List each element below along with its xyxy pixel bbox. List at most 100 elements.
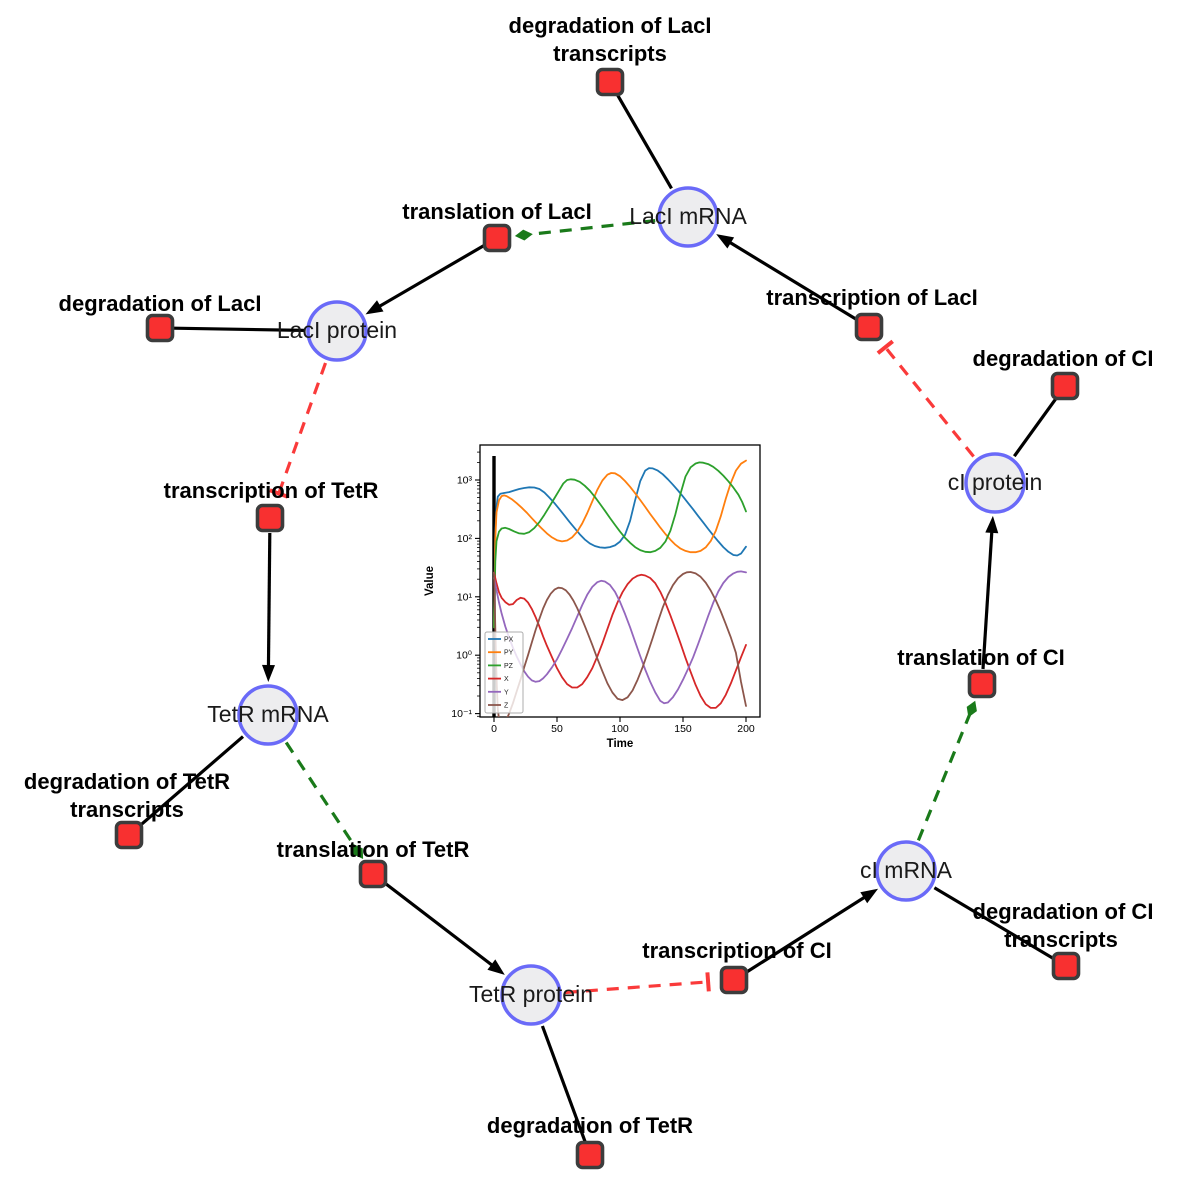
edge-layer	[138, 93, 1059, 1143]
reaction-node-translation-tetr[interactable]	[358, 859, 388, 889]
species-label-laci-mrna: LacI mRNA	[629, 203, 747, 229]
reaction-node-transcription-ci[interactable]	[719, 965, 749, 995]
reaction-node-translation-ci[interactable]	[967, 669, 997, 699]
x-tick-label: 0	[491, 723, 497, 735]
reaction-node-deg-laci[interactable]	[145, 313, 175, 343]
consumption-edge-line	[540, 1025, 587, 1143]
reaction-label-transcription-laci-line1: transcription of LacI	[766, 285, 977, 310]
edge-translation-ci-to-ci-protein-production	[981, 515, 999, 670]
edge-laci-mrna-to-translation-laci-modifier	[514, 219, 656, 241]
species-label-ci-protein: cI protein	[948, 469, 1043, 495]
x-tick-label: 200	[737, 723, 755, 735]
edge-translation-tetr-to-tetr-protein-production	[383, 881, 505, 975]
edge-ci-mrna-to-translation-ci-modifier	[916, 700, 977, 842]
legend-label-PY: PY	[504, 650, 514, 657]
reaction-label-translation-laci-line1: translation of LacI	[402, 199, 591, 224]
arrowhead-icon	[487, 959, 505, 975]
series-group	[493, 459, 747, 717]
edge-transcription-laci-to-laci-mrna-production	[716, 234, 858, 321]
plot-frame	[479, 444, 761, 718]
edge-tetr-mrna-to-translation-tetr-modifier	[284, 741, 364, 859]
edge-ci-protein-to-deg-ci-consumption	[1013, 396, 1059, 458]
species-label-laci-protein: LacI protein	[277, 317, 397, 343]
reaction-node-transcription-tetr[interactable]	[255, 503, 285, 533]
species-node-laci-mrna[interactable]	[657, 186, 719, 248]
edge-laci-protein-to-transcription-tetr-inhibition	[269, 362, 328, 499]
reaction-node-deg-ci[interactable]	[1050, 371, 1080, 401]
series-line-Y	[493, 570, 747, 705]
diamond-arrowhead-icon	[966, 700, 977, 718]
legend-label-Z: Z	[504, 703, 509, 710]
reaction-node-transcription-laci[interactable]	[854, 312, 884, 342]
inhibition-edge-line	[277, 362, 328, 495]
label-layer: LacI mRNA LacI protein TetR mRNA TetR prote…	[24, 13, 1154, 1138]
legend-box	[484, 631, 524, 714]
reaction-node-deg-tetr[interactable]	[575, 1140, 605, 1170]
modifier-edge-line	[284, 741, 357, 848]
y-tick-label: 10⁻¹	[451, 708, 472, 720]
diamond-arrowhead-icon	[514, 229, 533, 241]
consumption-edge-line	[1013, 396, 1059, 458]
edge-ci-protein-to-transcription-laci-inhibition	[876, 339, 975, 458]
reaction-label-transcription-ci-line1: transcription of CI	[642, 938, 831, 963]
y-axis-label: Value	[424, 566, 436, 596]
series-line-PY	[493, 459, 747, 629]
series-line-PX	[493, 467, 747, 629]
series-line-PZ	[493, 461, 747, 629]
edge-ci-mrna-to-deg-ci-transcripts-consumption	[933, 886, 1055, 961]
edge-translation-laci-to-laci-protein-production	[365, 244, 485, 315]
inhibition-tbar-icon	[269, 488, 289, 499]
species-label-ci-mrna: cI mRNA	[860, 857, 953, 883]
arrowhead-icon	[716, 234, 735, 249]
production-edge-line	[383, 881, 498, 971]
production-edge-line	[373, 244, 485, 311]
reaction-node-deg-ci-transcripts[interactable]	[1051, 951, 1081, 981]
species-node-ci-mrna[interactable]	[875, 840, 937, 902]
y-tick-label: 10²	[457, 533, 473, 545]
reaction-label-deg-tetr-transcripts-line2: transcripts	[70, 797, 184, 822]
legend-label-PZ: PZ	[504, 663, 514, 670]
reaction-label-transcription-tetr-line1: transcription of TetR	[164, 478, 379, 503]
reaction-node-translation-laci[interactable]	[482, 223, 512, 253]
node-layer	[114, 67, 1081, 1170]
edge-tetr-protein-to-transcription-ci-inhibition	[564, 972, 711, 995]
reaction-node-deg-tetr-transcripts[interactable]	[114, 820, 144, 850]
modifier-edge-line	[529, 219, 656, 236]
diamond-arrowhead-icon	[353, 844, 364, 859]
species-node-ci-protein[interactable]	[964, 452, 1026, 514]
reaction-node-deg-laci-transcripts[interactable]	[595, 67, 625, 97]
inhibition-tbar-icon	[705, 972, 711, 992]
reaction-label-deg-laci-transcripts-line2: transcripts	[553, 41, 667, 66]
y-tick-label: 10³	[457, 475, 473, 487]
x-axis-label: Time	[607, 738, 634, 750]
legend: PX PY PZ XYZ	[484, 631, 524, 714]
edge-laci-mrna-to-deg-laci-transcripts-consumption	[615, 93, 673, 190]
inhibition-edge-line	[884, 346, 975, 458]
x-tick-label: 150	[674, 723, 692, 735]
edge-laci-protein-to-deg-laci-consumption	[173, 326, 305, 332]
reaction-label-translation-ci-line1: translation of CI	[897, 645, 1064, 670]
species-node-tetr-protein[interactable]	[500, 964, 562, 1026]
consumption-edge-line	[138, 735, 245, 828]
arrowhead-icon	[262, 664, 275, 682]
species-node-laci-protein[interactable]	[306, 300, 368, 362]
reaction-label-translation-tetr-line1: translation of TetR	[277, 837, 470, 862]
reaction-label-deg-ci-transcripts-line2: transcripts	[1004, 927, 1118, 952]
consumption-edge-line	[173, 326, 305, 332]
edge-transcription-ci-to-ci-mrna-production	[745, 888, 879, 974]
arrowhead-icon	[860, 888, 879, 904]
production-edge-line	[981, 525, 994, 670]
species-node-tetr-mrna[interactable]	[237, 684, 299, 746]
edge-transcription-tetr-to-tetr-mrna-production	[262, 532, 275, 682]
reaction-label-deg-laci-line1: degradation of LacI	[59, 291, 262, 316]
production-edge-line	[266, 532, 272, 673]
reaction-label-deg-ci-line1: degradation of CI	[973, 346, 1154, 371]
reaction-label-deg-ci-transcripts-line1: degradation of CI	[973, 899, 1154, 924]
arrowhead-icon	[985, 515, 999, 534]
y-tick-label: 10¹	[457, 591, 473, 603]
reaction-label-deg-laci-transcripts-line1: degradation of LacI	[509, 13, 712, 38]
reaction-label-deg-tetr-transcripts-line1: degradation of TetR	[24, 769, 230, 794]
